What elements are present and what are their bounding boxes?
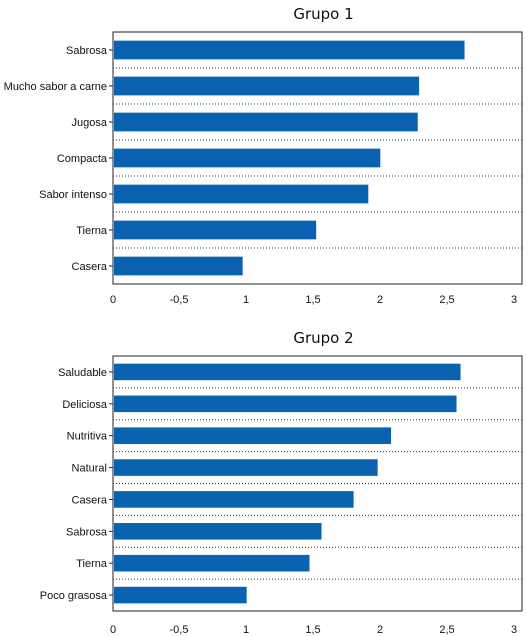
x-tick-label: 2,5 [439,624,454,636]
x-tick-label: 2 [377,294,383,306]
chart-2: Grupo 2 Saludable Deliciosa Nutritiva Natura… [40,329,523,636]
x-tick-label: 0 [110,624,116,636]
x-tick-label: 3 [511,294,517,306]
bar-6 [114,554,310,572]
x-tick-label: 3 [511,624,517,636]
x-tick-label: 2,5 [439,294,454,306]
bar-2 [114,112,418,132]
category-label: Nutritiva [67,431,108,443]
category-label: Tierna [76,558,108,570]
category-label: Tierna [76,225,108,237]
x-tick-label: 0 [110,294,116,306]
x-tick-label: -0,5 [170,294,189,306]
bar-1 [114,76,420,96]
x-tick-label: 1,5 [305,624,320,636]
category-label: Natural [72,463,107,475]
chart-title: Grupo 2 [293,329,353,347]
x-tick-label: 1,5 [305,294,320,306]
chart-1: Grupo 1 Sabrosa Mucho sabor a carne Jugosa C… [4,5,523,306]
category-label: Jugosa [72,117,108,129]
bar-0 [114,40,465,60]
x-tick-label: 1 [243,294,249,306]
x-tick-label: -0,5 [170,624,189,636]
bar-2 [114,427,392,444]
bar-6 [114,256,243,276]
bar-5 [114,220,317,240]
category-label: Poco grasosa [40,590,108,602]
x-tick-label: 1 [243,624,249,636]
bar-4 [114,184,369,204]
bar-0 [114,363,461,381]
category-label: Sabor intenso [39,189,107,201]
category-label: Deliciosa [62,399,108,411]
bar-4 [114,491,354,508]
category-label: Compacta [57,153,108,165]
category-label: Saludable [58,367,107,379]
bar-3 [114,459,378,476]
bar-5 [114,523,322,540]
category-label: Sabrosa [66,45,108,57]
bar-7 [114,586,247,604]
category-label: Casera [72,261,108,273]
category-label: Mucho sabor a carne [4,81,107,93]
bar-1 [114,395,457,413]
category-label: Sabrosa [66,526,108,538]
bar-3 [114,148,381,168]
chart-title: Grupo 1 [293,5,353,23]
x-tick-label: 2 [377,624,383,636]
category-label: Casera [72,494,108,506]
